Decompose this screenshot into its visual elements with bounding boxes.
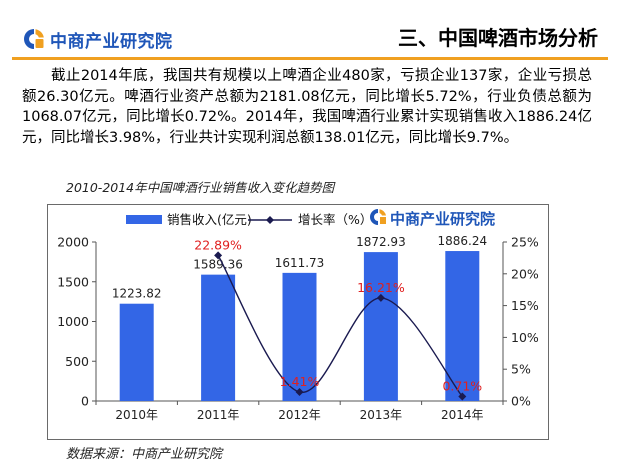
y-left-tick-label: 2000: [57, 235, 89, 250]
y-right-tick-label: 25%: [511, 235, 539, 250]
watermark-logo-icon: [370, 209, 378, 225]
legend-line-marker: [266, 216, 274, 224]
header-divider: [12, 57, 608, 60]
legend-bar-label: 销售收入(亿元): [167, 212, 252, 227]
legend-bar-swatch: [126, 215, 162, 224]
bar-value-label: 1886.24: [437, 234, 487, 248]
chart-title: 2010-2014年中国啤酒行业销售收入变化趋势图: [66, 180, 335, 195]
y-right-tick-label: 0%: [511, 394, 531, 409]
x-tick-label: 2014年: [441, 408, 484, 422]
logo-text: 中商产业研究院: [50, 31, 173, 52]
x-tick-label: 2013年: [360, 408, 403, 422]
growth-rate-point: [458, 392, 467, 401]
y-right-tick-label: 15%: [511, 298, 539, 313]
page-title: 三、中国啤酒市场分析: [398, 26, 598, 50]
watermark-logo-accent: [379, 209, 386, 216]
growth-rate-label: 1.41%: [280, 374, 320, 389]
growth-rate-line: [217, 255, 463, 397]
logo-mark-icon: [24, 29, 44, 49]
data-source-note: 数据来源：中商产业研究院: [66, 447, 223, 462]
y-left-tick-label: 1500: [57, 274, 89, 289]
y-left-tick-label: 500: [65, 354, 89, 369]
bar-value-label: 1611.73: [275, 256, 325, 270]
growth-rate-label: 16.21%: [357, 280, 405, 295]
growth-rate-point: [376, 293, 385, 302]
bar: [201, 274, 236, 401]
growth-rate-point: [295, 388, 304, 397]
chart: 0 500 1000 1500 2000 0% 5% 10% 15% 20% 25% 2010年 201…: [57, 209, 539, 422]
y-left-tick-label: 1000: [57, 314, 89, 329]
chart-frame: 0 500 1000 1500 2000 0% 5% 10% 15% 20% 25% 2010年 201…: [47, 204, 549, 440]
bar: [119, 303, 154, 401]
growth-rate-point: [214, 251, 223, 260]
legend-line-label: 增长率（%）: [298, 212, 372, 227]
bar: [445, 251, 480, 401]
summary-paragraph: 截止2014年底，我国共有规模以上啤酒企业480家，亏损企业137家，企业亏损总…: [22, 68, 592, 146]
y-right-tick-label: 5%: [511, 362, 531, 377]
growth-rate-label: 0.71%: [442, 378, 482, 393]
y-right-tick-label: 20%: [511, 266, 539, 281]
y-left-tick-label: 0: [81, 394, 89, 409]
x-tick-label: 2011年: [197, 408, 240, 422]
bar: [282, 272, 317, 401]
header: 中商产业研究院 三、中国啤酒市场分析: [0, 0, 620, 62]
watermark-logo-block: [380, 217, 386, 224]
brand-logo: 中商产业研究院: [22, 27, 173, 52]
bar-value-label: 1223.82: [112, 287, 162, 301]
x-tick-label: 2012年: [278, 408, 321, 422]
bar: [363, 252, 398, 401]
x-tick-label: 2010年: [115, 408, 158, 422]
watermark-text: 中商产业研究院: [390, 210, 495, 228]
growth-rate-label: 22.89%: [194, 237, 242, 252]
bar-value-label: 1872.93: [356, 235, 406, 249]
y-right-tick-label: 10%: [511, 330, 539, 345]
bar-value-label: 1589.36: [193, 258, 243, 272]
